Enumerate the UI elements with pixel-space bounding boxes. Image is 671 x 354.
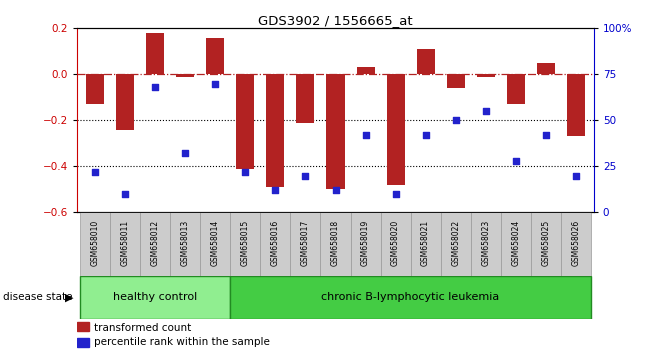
Bar [386,74,405,185]
Bar [321,212,350,276]
Bar [146,33,164,74]
Bar [201,212,230,276]
Bar [140,212,170,276]
Bar [176,74,195,77]
Bar [476,74,495,77]
Point [150,84,160,90]
Point [330,188,341,193]
Bar [236,74,254,169]
Text: disease state: disease state [3,292,73,302]
Bar [207,38,224,74]
Text: GSM658025: GSM658025 [541,220,550,266]
Point [270,188,280,193]
Bar [116,74,134,130]
Bar [411,212,441,276]
Point [180,151,191,156]
Text: GSM658018: GSM658018 [331,220,340,266]
Point [360,132,371,138]
Text: GSM658012: GSM658012 [151,220,160,266]
Bar [230,212,260,276]
Text: GSM658011: GSM658011 [121,220,130,266]
Bar [297,74,315,123]
Text: GSM658021: GSM658021 [421,220,430,266]
Text: GSM658013: GSM658013 [180,220,190,266]
Text: chronic B-lymphocytic leukemia: chronic B-lymphocytic leukemia [321,292,500,302]
Text: transformed count: transformed count [94,322,191,332]
Point [90,169,101,175]
Bar [501,212,531,276]
Point [480,108,491,114]
Bar [537,63,555,74]
Bar [291,212,321,276]
Point [210,81,221,86]
Bar [507,74,525,104]
Point [120,191,131,197]
Text: GSM658020: GSM658020 [391,220,400,266]
Bar [567,74,585,137]
Bar [86,74,104,104]
Text: GSM658017: GSM658017 [301,220,310,266]
Point [300,173,311,178]
Bar [230,276,591,319]
Text: GSM658016: GSM658016 [271,220,280,266]
Point [420,132,431,138]
Text: GSM658019: GSM658019 [361,220,370,266]
Bar [77,322,89,331]
Text: GSM658014: GSM658014 [211,220,220,266]
Point [240,169,251,175]
Bar [441,212,470,276]
Point [540,132,551,138]
Bar [447,74,464,88]
Bar [531,212,561,276]
Text: GSM658026: GSM658026 [571,220,580,266]
Bar [356,67,374,74]
Text: GSM658024: GSM658024 [511,220,520,266]
Bar [80,276,230,319]
Bar [110,212,140,276]
Point [511,158,521,164]
Bar [260,212,291,276]
Bar [80,212,110,276]
Bar [170,212,201,276]
Text: GSM658010: GSM658010 [91,220,100,266]
Text: GSM658023: GSM658023 [481,220,491,266]
Text: ▶: ▶ [65,292,74,302]
Bar [561,212,591,276]
Bar [350,212,380,276]
Point [450,118,461,123]
Point [570,173,581,178]
Bar [77,338,89,347]
Title: GDS3902 / 1556665_at: GDS3902 / 1556665_at [258,14,413,27]
Bar [266,74,285,187]
Bar [470,212,501,276]
Text: healthy control: healthy control [113,292,197,302]
Text: GSM658015: GSM658015 [241,220,250,266]
Bar [327,74,344,189]
Bar [417,49,435,74]
Text: GSM658022: GSM658022 [451,220,460,266]
Bar [380,212,411,276]
Text: percentile rank within the sample: percentile rank within the sample [94,337,270,348]
Point [391,191,401,197]
